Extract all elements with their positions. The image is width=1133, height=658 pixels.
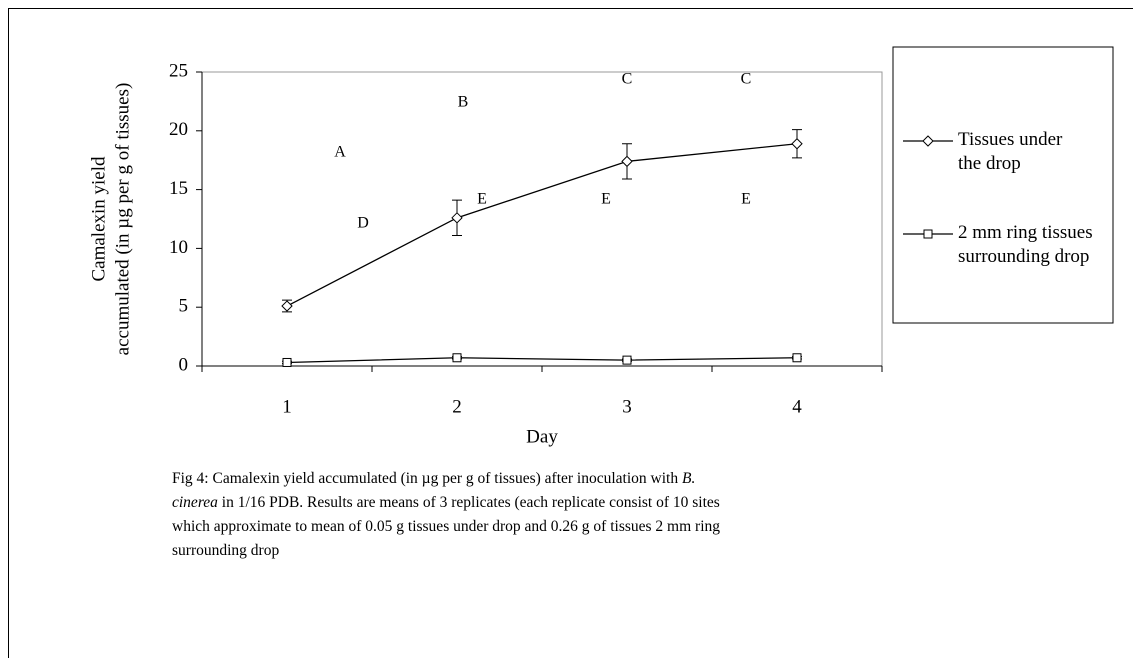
marker bbox=[281, 300, 293, 312]
legend-label: Tissues under the drop bbox=[958, 129, 1063, 174]
marker bbox=[452, 353, 462, 363]
marker bbox=[792, 353, 802, 363]
series-line bbox=[286, 357, 798, 364]
annotation: E bbox=[601, 191, 611, 208]
marker bbox=[922, 135, 934, 147]
marker bbox=[622, 355, 632, 365]
x-axis-label: Day bbox=[526, 426, 558, 447]
y-tick-label: 15 bbox=[169, 178, 188, 199]
x-tick-label: 2 bbox=[452, 396, 462, 417]
y-tick-label: 20 bbox=[169, 119, 188, 140]
marker bbox=[451, 212, 463, 224]
annotation: E bbox=[477, 191, 487, 208]
annotation: A bbox=[334, 144, 346, 161]
y-axis-label: accumulated (in µg per g of tissues) bbox=[112, 83, 133, 356]
marker bbox=[621, 155, 633, 168]
marker bbox=[791, 138, 803, 150]
annotation: C bbox=[741, 71, 752, 88]
legend-box bbox=[892, 46, 1114, 324]
annotation: C bbox=[622, 71, 633, 88]
marker bbox=[923, 229, 933, 239]
y-tick-label: 5 bbox=[179, 296, 189, 317]
series-line bbox=[286, 143, 798, 307]
y-axis-label: Camalexin yield bbox=[88, 156, 109, 282]
x-tick-label: 3 bbox=[622, 396, 632, 417]
annotation: B bbox=[458, 94, 469, 111]
y-tick-label: 10 bbox=[169, 237, 188, 258]
frame bbox=[8, 8, 1133, 658]
plot-frame bbox=[202, 71, 883, 366]
annotation: D bbox=[357, 215, 369, 232]
x-tick-label: 4 bbox=[792, 396, 802, 417]
caption-text: in 1/16 PDB. Results are means of 3 repl… bbox=[172, 494, 721, 559]
marker bbox=[282, 357, 292, 367]
legend-label: 2 mm ring tissues surrounding drop bbox=[958, 222, 1093, 267]
x-tick-label: 1 bbox=[282, 396, 292, 417]
y-tick-label: 25 bbox=[169, 60, 188, 81]
caption: Fig 4: Camalexin yield accumulated (in µ… bbox=[172, 467, 732, 563]
y-tick-label: 0 bbox=[179, 354, 189, 375]
caption-text: Fig 4: Camalexin yield accumulated (in µ… bbox=[172, 470, 682, 487]
caption-italic: B. cinerea bbox=[172, 470, 696, 511]
annotation: E bbox=[741, 191, 751, 208]
